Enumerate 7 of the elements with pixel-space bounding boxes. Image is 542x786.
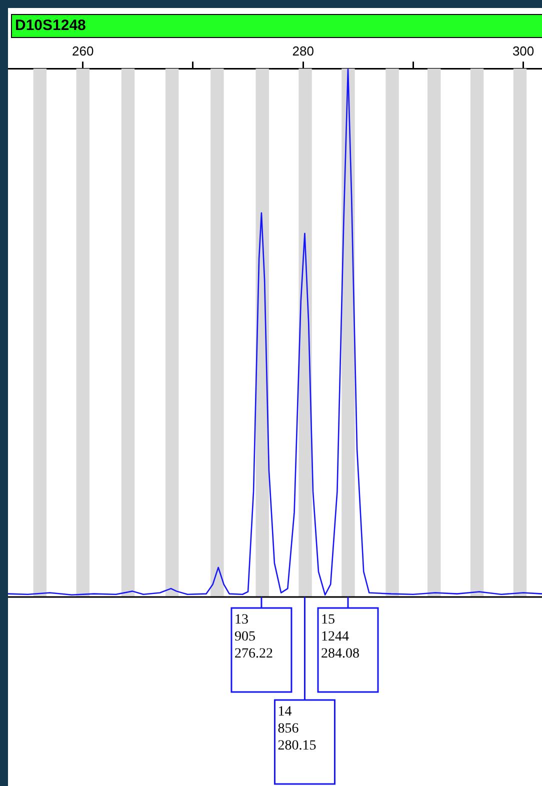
chart-title: D10S1248 <box>11 14 542 38</box>
x-tick-label: 300 <box>512 43 534 58</box>
x-tick-label: 260 <box>72 43 94 58</box>
x-tick-label: 280 <box>292 43 314 58</box>
annotation: 13 905 276.22 <box>234 612 273 662</box>
annotation: 15 1244 284.08 <box>321 612 360 662</box>
annotation: 14 856 280.15 <box>278 704 316 754</box>
